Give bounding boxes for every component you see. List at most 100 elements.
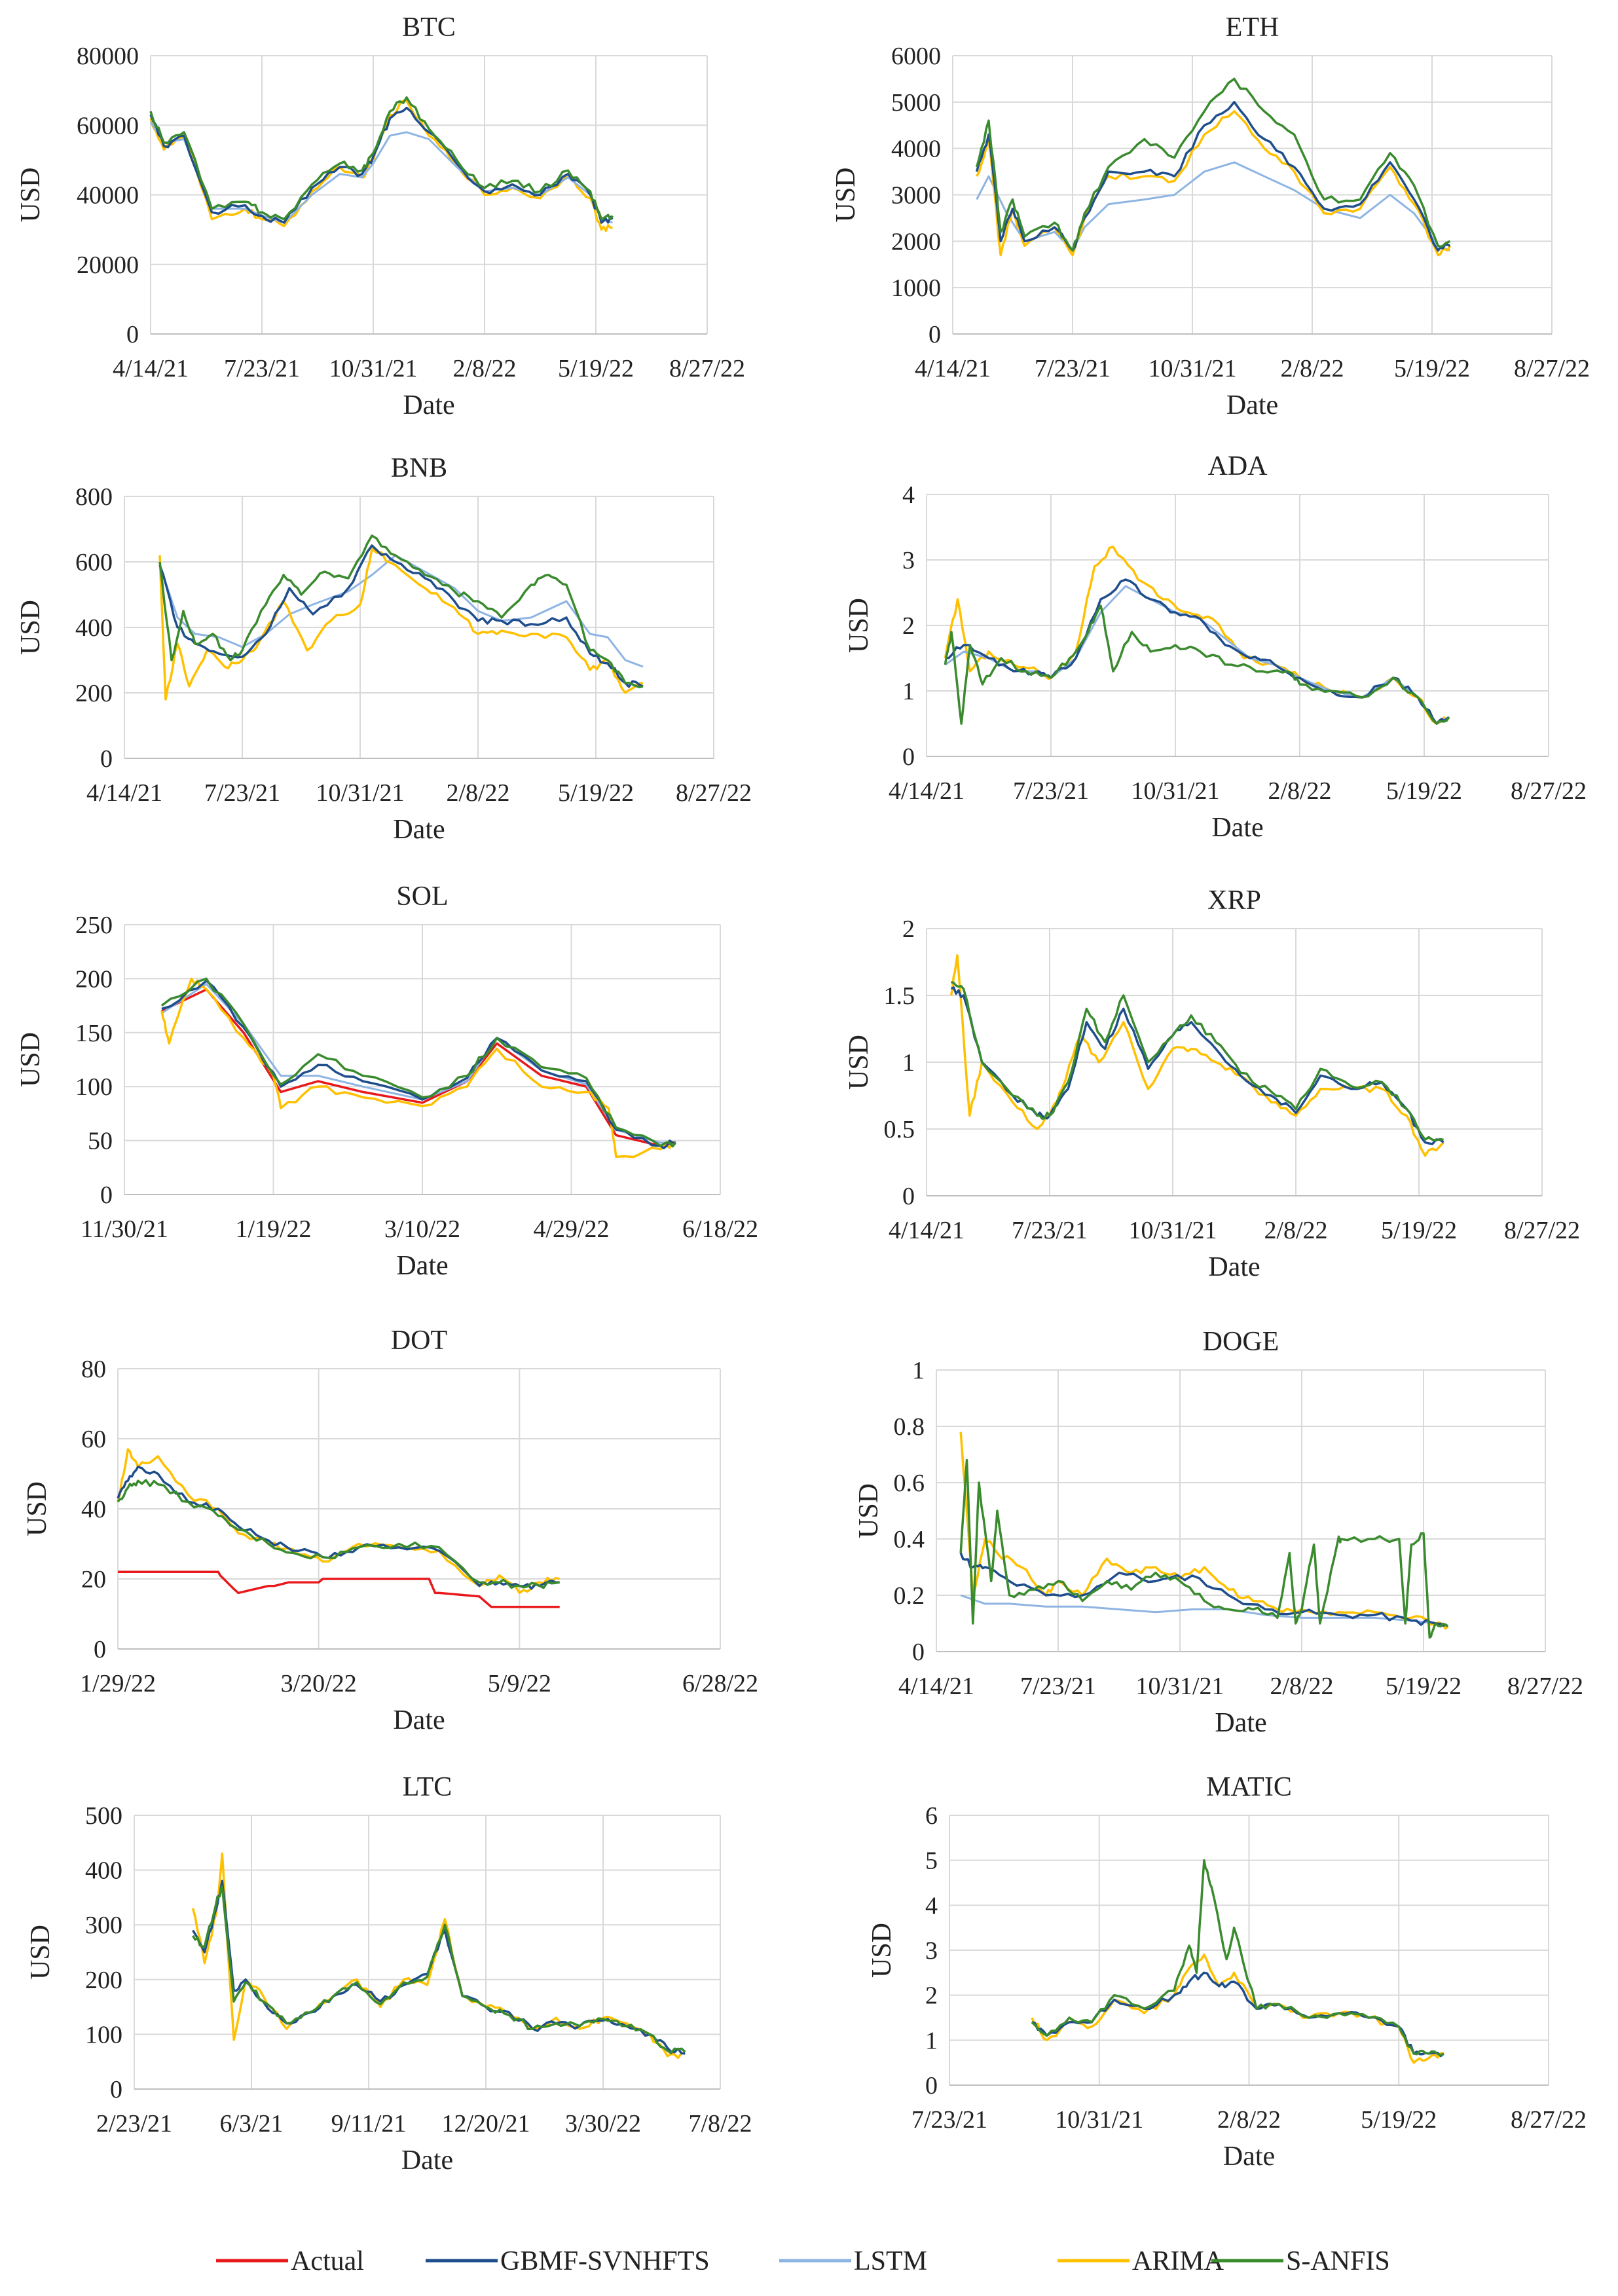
x-tick-label: 4/14/21 [898, 1673, 974, 1700]
y-tick-label: 0 [126, 321, 139, 348]
series-line-gbmf-svnhfts [158, 544, 644, 688]
x-tick-label: 6/28/22 [682, 1670, 758, 1697]
y-tick-label: 0.4 [894, 1526, 925, 1553]
series-line-gbmf-svnhfts [959, 1552, 1449, 1627]
y-tick-label: 0 [925, 2072, 938, 2100]
x-tick-label: 12/20/21 [441, 2110, 530, 2138]
series-line-gbmf-svnhfts [192, 1879, 686, 2055]
y-tick-label: 2 [902, 916, 915, 943]
y-tick-label: 40000 [77, 182, 139, 210]
x-tick-label: 7/23/21 [204, 779, 280, 807]
x-tick-label: 6/3/21 [219, 2110, 283, 2138]
x-tick-label: 2/8/22 [1264, 1217, 1327, 1244]
legend: Actual GBMF-SVNHFTS LSTM ARIMA S-ANFIS [216, 2246, 1390, 2276]
series-line-lstm [161, 983, 676, 1144]
x-axis-label: Date [393, 815, 445, 845]
legend-label: LSTM [854, 2246, 927, 2276]
y-tick-label: 200 [75, 680, 113, 707]
y-tick-label: 400 [85, 1857, 122, 1885]
x-tick-label: 4/14/21 [889, 777, 965, 805]
chart-title: SOL [396, 881, 448, 912]
series-line-gbmf-svnhfts [117, 1466, 560, 1590]
series-line-actual [118, 1570, 560, 1608]
y-tick-label: 80000 [77, 43, 139, 70]
series-line-arima [944, 546, 1450, 725]
series-line-s-anfis [944, 604, 1450, 725]
chart-sol: 0 50 100 150 200 250 11/30/21 1/19/22 3/10/22 4/2… [16, 881, 758, 1281]
x-tick-label: 7/23/21 [1012, 1217, 1088, 1244]
x-tick-label: 10/31/21 [1148, 355, 1236, 382]
y-tick-label: 0 [100, 1181, 113, 1209]
x-tick-label: 8/27/22 [1504, 1217, 1580, 1244]
y-axis-label: USD [844, 598, 874, 653]
y-tick-label: 2 [925, 1982, 938, 2010]
x-tick-label: 5/19/22 [1394, 355, 1470, 382]
x-axis-label: Date [1223, 2141, 1275, 2172]
chart-matic: 0 1 2 3 4 5 6 7/23/21 10/31/21 2/8/22 5/19/22 8/27/… [867, 1772, 1587, 2172]
legend-item-arima: ARIMA [1057, 2246, 1224, 2276]
y-tick-label: 2 [902, 612, 915, 640]
x-tick-label: 3/10/22 [384, 1215, 460, 1243]
x-tick-label: 1/19/22 [235, 1215, 311, 1243]
y-tick-label: 100 [85, 2021, 122, 2048]
x-axis-label: Date [396, 1251, 448, 1281]
y-tick-label: 1 [902, 1049, 915, 1077]
series-line-arima [160, 977, 676, 1158]
x-tick-label: 7/23/21 [911, 2106, 987, 2134]
legend-label: S-ANFIS [1286, 2246, 1390, 2276]
y-tick-label: 0.2 [894, 1582, 925, 1610]
legend-item-actual: Actual [216, 2246, 364, 2276]
x-tick-label: 10/31/21 [1128, 1217, 1217, 1244]
y-tick-label: 3000 [891, 182, 941, 210]
chart-title: DOT [391, 1325, 447, 1356]
series-line-arima [976, 110, 1451, 257]
x-tick-label: 4/29/22 [533, 1215, 609, 1243]
x-tick-label: 8/27/22 [1511, 777, 1587, 805]
chart-bnb: 0 200 400 600 800 4/14/21 7/23/21 10/31/21 2/8/2… [16, 453, 752, 845]
x-tick-label: 6/18/22 [682, 1215, 758, 1243]
x-axis-label: Date [1211, 813, 1263, 843]
x-tick-label: 2/8/22 [1270, 1673, 1333, 1700]
y-tick-label: 3 [902, 547, 915, 574]
chart-xrp: 0 0.5 1 1.5 2 4/14/21 7/23/21 10/31/21 2/8/22 5/1… [844, 885, 1580, 1282]
chart-title: ADA [1208, 451, 1268, 481]
series-line-s-anfis [959, 1458, 1449, 1639]
x-tick-label: 7/23/21 [224, 355, 300, 382]
y-tick-label: 200 [75, 965, 113, 993]
x-tick-label: 5/9/22 [488, 1670, 551, 1697]
y-axis-label: USD [867, 1923, 897, 1978]
y-tick-label: 60000 [77, 112, 139, 139]
y-tick-label: 0 [912, 1639, 925, 1666]
x-tick-label: 10/31/21 [1135, 1673, 1224, 1700]
x-axis-label: Date [393, 1705, 445, 1735]
y-tick-label: 60 [81, 1426, 106, 1453]
y-tick-label: 40 [81, 1496, 106, 1523]
series-line-s-anfis [975, 77, 1451, 252]
chart-title: MATIC [1206, 1772, 1292, 1802]
series-line-arima [149, 100, 613, 232]
y-tick-label: 2000 [891, 228, 941, 255]
x-tick-label: 2/8/22 [446, 779, 509, 807]
series-line-s-anfis [1031, 1859, 1444, 2056]
x-tick-label: 7/23/21 [1035, 355, 1111, 382]
y-tick-label: 1 [925, 2027, 938, 2054]
series-line-s-anfis [160, 977, 677, 1148]
series-line-s-anfis [192, 1885, 686, 2054]
y-tick-label: 250 [75, 912, 113, 939]
series-line-lstm [944, 585, 1450, 725]
x-tick-label: 8/27/22 [1514, 355, 1590, 382]
x-tick-label: 9/11/21 [331, 2110, 407, 2138]
x-tick-label: 5/19/22 [558, 779, 634, 807]
x-tick-label: 4/14/21 [889, 1217, 965, 1244]
y-tick-label: 0.8 [894, 1413, 925, 1441]
series-line-s-anfis [158, 534, 644, 689]
series-line-lstm [158, 554, 644, 668]
x-tick-label: 5/19/22 [1361, 2106, 1437, 2134]
y-tick-label: 1000 [891, 274, 941, 302]
chart-title: ETH [1226, 12, 1279, 43]
y-tick-label: 4000 [891, 136, 941, 163]
y-tick-label: 80 [81, 1356, 106, 1383]
series-line-arima [158, 547, 644, 701]
series-line-gbmf-svnhfts [1031, 1971, 1444, 2058]
